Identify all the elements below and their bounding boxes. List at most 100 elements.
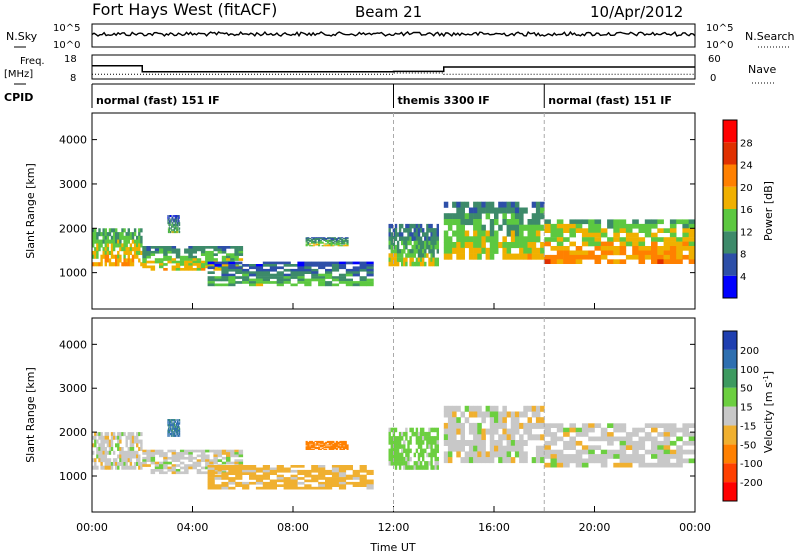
echo-cell — [607, 454, 614, 459]
echo-cell — [310, 440, 313, 443]
echo-cell — [179, 449, 185, 453]
echo-cell — [318, 445, 321, 447]
echo-cell — [173, 426, 174, 429]
echo-cell — [309, 442, 312, 444]
echo-cell — [531, 236, 537, 243]
echo-cell — [390, 452, 393, 458]
echo-cell — [304, 479, 312, 483]
echo-cell — [226, 263, 231, 266]
echo-cell — [514, 417, 520, 424]
echo-cell — [401, 253, 404, 258]
echo-cell — [422, 240, 425, 246]
echo-cell — [316, 447, 319, 450]
echo-cell — [167, 429, 169, 432]
echo-cell — [314, 237, 317, 239]
echo-cell — [221, 273, 229, 277]
echo-cell — [140, 432, 143, 437]
echo-cell — [142, 248, 147, 252]
echo-cell — [119, 243, 122, 248]
echo-cell — [309, 441, 312, 443]
echo-cell — [131, 262, 135, 267]
echo-cell — [228, 283, 236, 287]
echo-cell — [173, 429, 175, 432]
echo-cell — [447, 213, 453, 220]
echo-cell — [346, 242, 349, 244]
echo-cell — [663, 432, 671, 437]
echo-cell — [184, 449, 189, 453]
echo-cell — [460, 247, 465, 254]
echo-cell — [417, 232, 421, 237]
echo-cell — [100, 239, 103, 244]
echo-cell — [146, 449, 151, 453]
echo-cell — [238, 250, 244, 254]
echo-cell — [168, 426, 170, 429]
echo-cell — [485, 236, 491, 243]
echo-cell — [473, 242, 478, 249]
echo-cell — [179, 431, 181, 434]
echo-cell — [119, 435, 122, 440]
echo-cell — [184, 265, 189, 269]
echo-cell — [403, 461, 406, 466]
echo-cell — [123, 465, 126, 470]
echo-cell — [540, 422, 545, 429]
echo-cell — [328, 448, 331, 450]
echo-cell — [176, 215, 178, 218]
echo-cell — [119, 232, 122, 237]
echo-cell — [346, 241, 349, 243]
echo-cell — [688, 449, 696, 455]
echo-cell — [669, 228, 677, 233]
echo-cell — [262, 273, 270, 277]
echo-cell — [644, 219, 652, 225]
echo-cell — [413, 249, 416, 254]
echo-cell — [519, 230, 524, 237]
echo-cell — [663, 254, 671, 260]
echo-cell — [249, 273, 257, 277]
echo-cell — [311, 278, 319, 282]
echo-cell — [117, 262, 120, 267]
echo-cell — [174, 426, 176, 429]
echo-cell — [170, 420, 172, 423]
echo-cell — [176, 433, 178, 436]
echo-band — [388, 427, 439, 470]
echo-cell — [176, 223, 178, 226]
echo-cell — [540, 417, 545, 424]
echo-cell — [307, 243, 310, 245]
echo-cell — [283, 261, 291, 265]
echo-cell — [98, 454, 101, 459]
echo-cell — [310, 444, 313, 446]
echo-cell — [115, 235, 118, 240]
echo-cell — [115, 239, 118, 244]
echo-cell — [172, 422, 174, 425]
echo-cell — [625, 237, 633, 242]
echo-cell — [498, 434, 503, 441]
echo-cell — [588, 219, 595, 225]
echo-cell — [339, 443, 342, 445]
echo-cell — [131, 235, 135, 240]
echo-cell — [92, 232, 95, 237]
echo-cell — [638, 462, 646, 468]
echo-cell — [117, 258, 120, 263]
echo-cell — [228, 469, 236, 473]
echo-cell — [318, 484, 326, 487]
echo-cell — [346, 245, 349, 247]
echo-cell — [170, 218, 171, 221]
echo-cell — [403, 228, 406, 233]
echo-cell — [594, 237, 602, 242]
echo-cell — [221, 266, 229, 270]
echo-cell — [651, 449, 658, 455]
echo-cell — [335, 240, 338, 242]
echo-cell — [98, 450, 101, 455]
echo-cell — [430, 440, 433, 445]
echo-cell — [663, 246, 671, 251]
echo-cell — [477, 247, 482, 254]
echo-cell — [176, 433, 178, 436]
echo-cell — [342, 440, 345, 443]
echo-cell — [200, 459, 206, 462]
echo-cell — [447, 411, 453, 418]
echo-cell — [177, 222, 179, 225]
echo-cell — [175, 229, 177, 232]
echo-cell — [556, 423, 564, 428]
echo-cell — [396, 244, 400, 250]
echo-cell — [330, 447, 333, 449]
echo-cell — [249, 465, 257, 468]
